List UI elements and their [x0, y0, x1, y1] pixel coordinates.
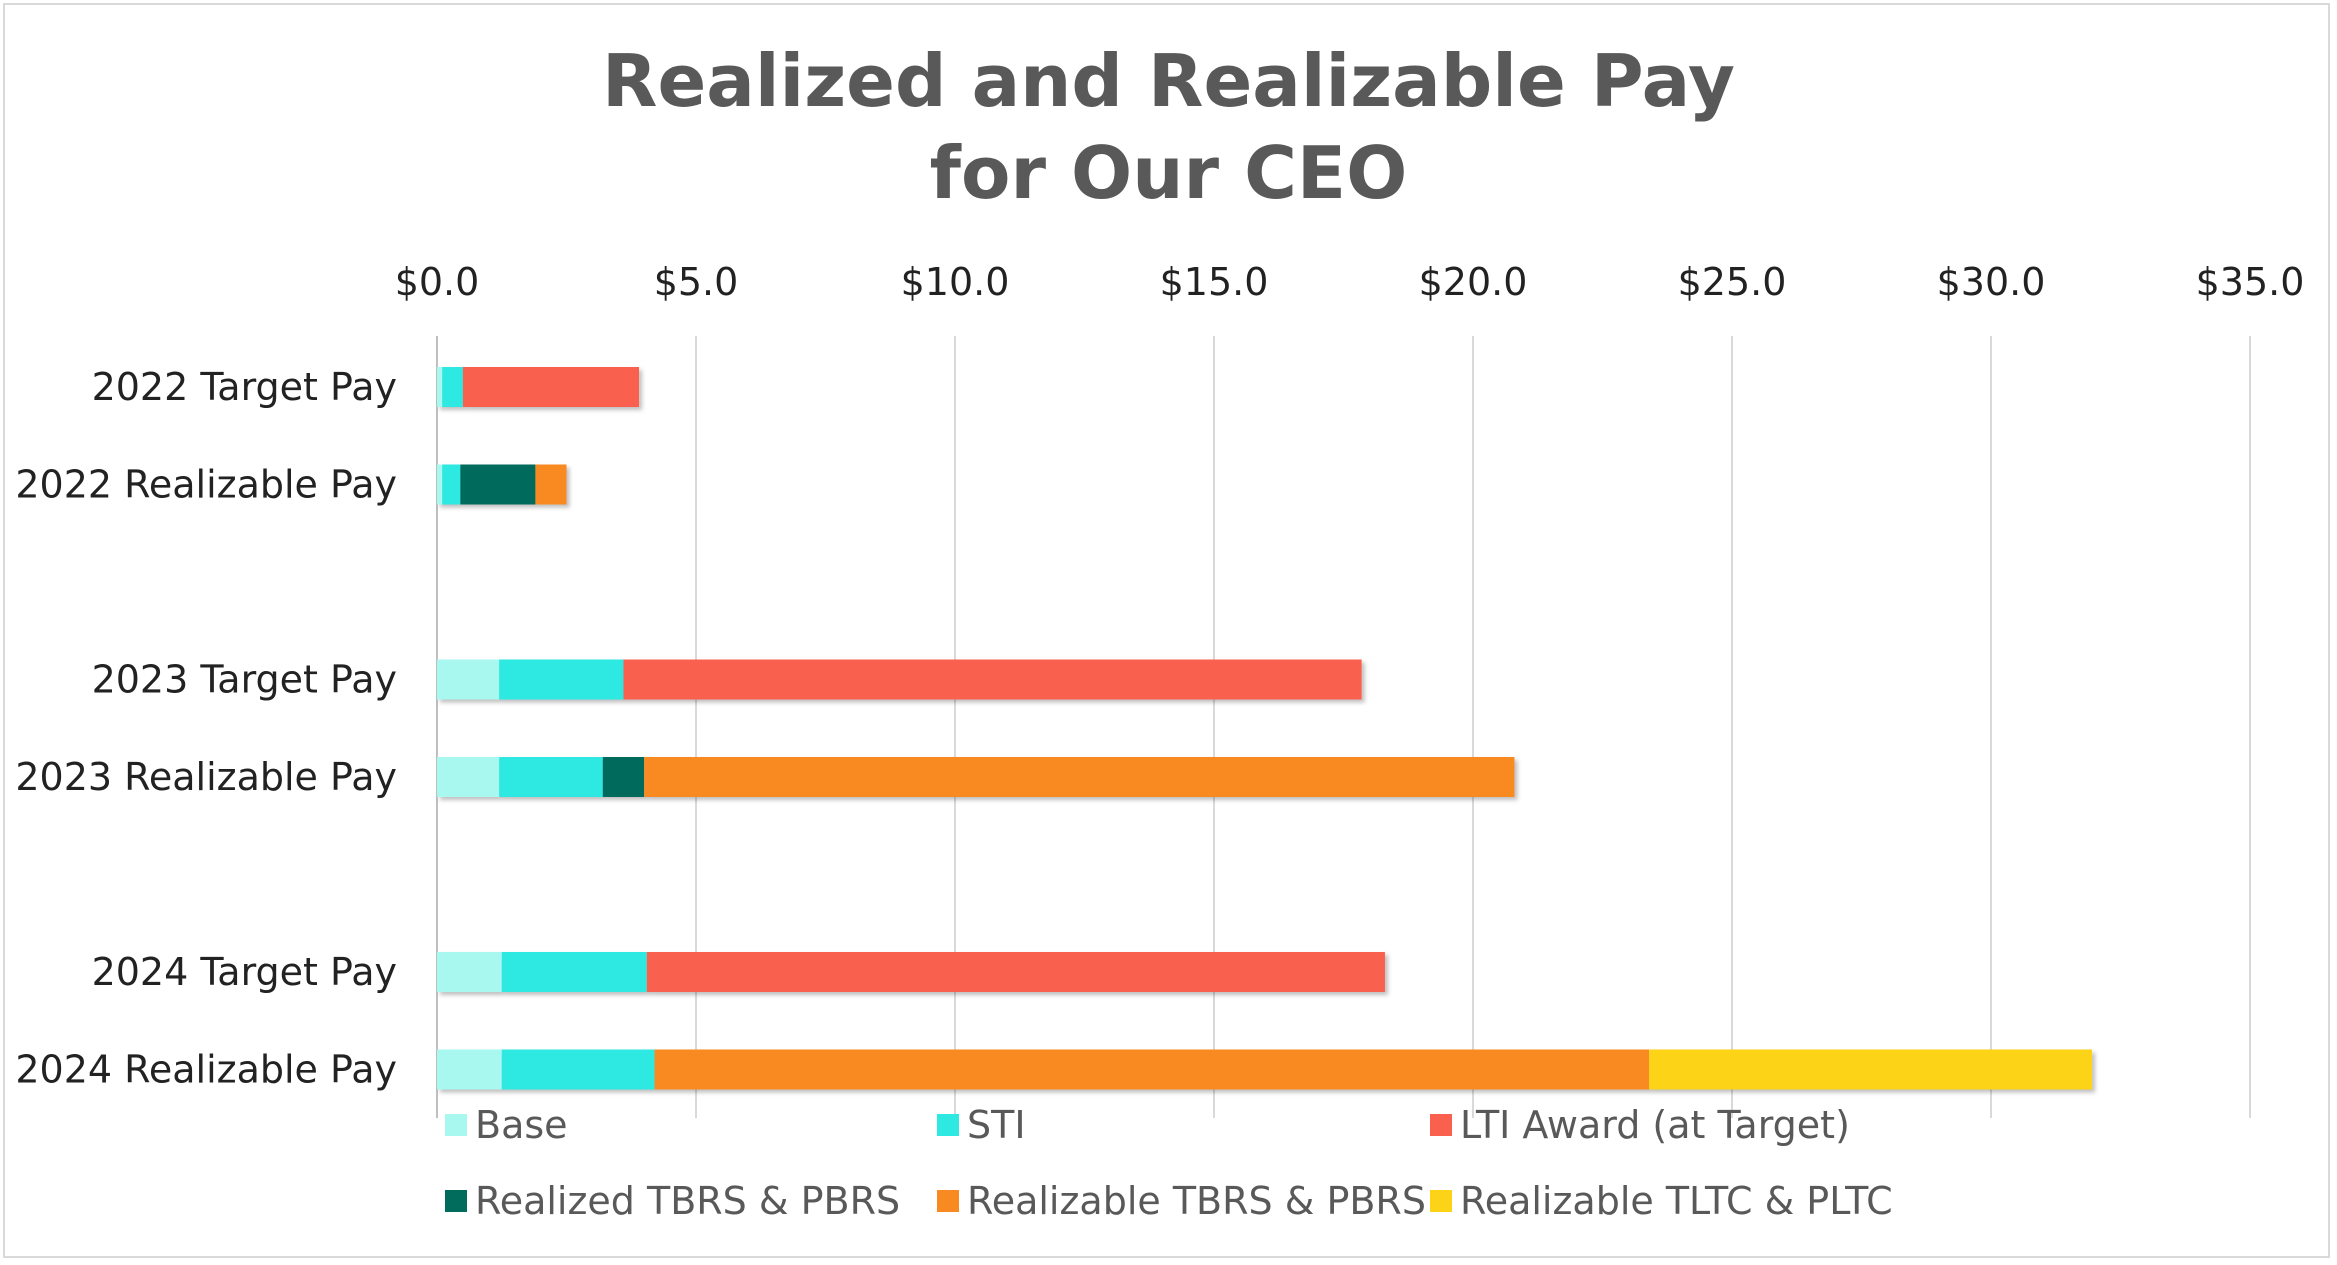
- bar-segment: [535, 464, 567, 505]
- category-label: 2022 Realizable Pay: [15, 463, 397, 507]
- legend-label: STI: [967, 1103, 1026, 1147]
- x-tick-label: $25.0: [1678, 260, 1787, 304]
- bar-group: [437, 1049, 2093, 1090]
- category-label: 2022 Target Pay: [92, 365, 397, 409]
- bar-segment: [442, 367, 463, 407]
- bar-segment: [499, 757, 603, 797]
- legend: Base STI LTI Award (at Target) Realized TBR…: [445, 1103, 1893, 1223]
- legend-label: Realized TBRS & PBRS: [475, 1179, 900, 1223]
- y-axis-categories: 2022 Target Pay 2022 Realizable Pay 2023 T…: [15, 365, 397, 1092]
- bar-segment: [623, 659, 1362, 700]
- bar-segment: [437, 464, 443, 505]
- chart-frame: [3, 3, 2330, 1258]
- category-label: 2023 Realizable Pay: [15, 755, 397, 799]
- bar-segment: [437, 757, 500, 797]
- bar-segment: [501, 1049, 655, 1090]
- bars: [437, 367, 2093, 1090]
- legend-label: LTI Award (at Target): [1460, 1103, 1850, 1147]
- bar-segment: [644, 757, 1515, 797]
- x-tick-label: $10.0: [901, 260, 1010, 304]
- bar-segment: [499, 659, 624, 700]
- legend-label: Realizable TBRS & PBRS: [967, 1179, 1426, 1223]
- x-tick-label: $30.0: [1937, 260, 2046, 304]
- x-tick-label: $20.0: [1419, 260, 1528, 304]
- gridlines: [436, 336, 2251, 1118]
- x-tick-label: $0.0: [395, 260, 480, 304]
- category-label: 2024 Target Pay: [92, 950, 397, 994]
- bar-segment: [437, 367, 443, 407]
- legend-label: Realizable TLTC & PLTC: [1460, 1179, 1893, 1223]
- legend-swatch: [445, 1114, 467, 1136]
- legend-label: Base: [475, 1103, 568, 1147]
- bar-segment: [654, 1049, 1650, 1090]
- chart-title: Realized and Realizable Pay for Our CEO: [0, 35, 2337, 219]
- bar-segment: [442, 464, 461, 505]
- bar-segment: [1649, 1049, 2093, 1090]
- bar-segment: [460, 464, 536, 505]
- chart-title-line-2: for Our CEO: [929, 131, 1408, 215]
- x-tick-label: $35.0: [2196, 260, 2305, 304]
- bar-group: [437, 659, 1362, 700]
- bar-segment: [437, 952, 502, 992]
- x-tick-label: $5.0: [654, 260, 739, 304]
- legend-swatch: [937, 1114, 959, 1136]
- bar-segment: [501, 952, 647, 992]
- legend-swatch: [445, 1190, 467, 1212]
- x-axis-ticks: $0.0 $5.0 $10.0 $15.0 $20.0 $25.0 $30.0 $35.0: [395, 260, 2305, 304]
- bar-segment: [437, 659, 500, 700]
- category-label: 2023 Target Pay: [92, 658, 397, 702]
- legend-swatch: [937, 1190, 959, 1212]
- bar-segment: [646, 952, 1385, 992]
- bar-segment: [602, 757, 645, 797]
- bar-group: [437, 952, 1385, 992]
- bar-group: [437, 757, 1515, 797]
- legend-swatch: [1430, 1114, 1452, 1136]
- bar-group: [437, 464, 567, 505]
- legend-swatch: [1430, 1190, 1452, 1212]
- chart-title-line-1: Realized and Realizable Pay: [602, 39, 1735, 123]
- bar-group: [437, 367, 640, 407]
- category-label: 2024 Realizable Pay: [15, 1048, 397, 1092]
- x-tick-label: $15.0: [1160, 260, 1269, 304]
- bar-segment: [437, 1049, 502, 1090]
- bar-segment: [462, 367, 640, 407]
